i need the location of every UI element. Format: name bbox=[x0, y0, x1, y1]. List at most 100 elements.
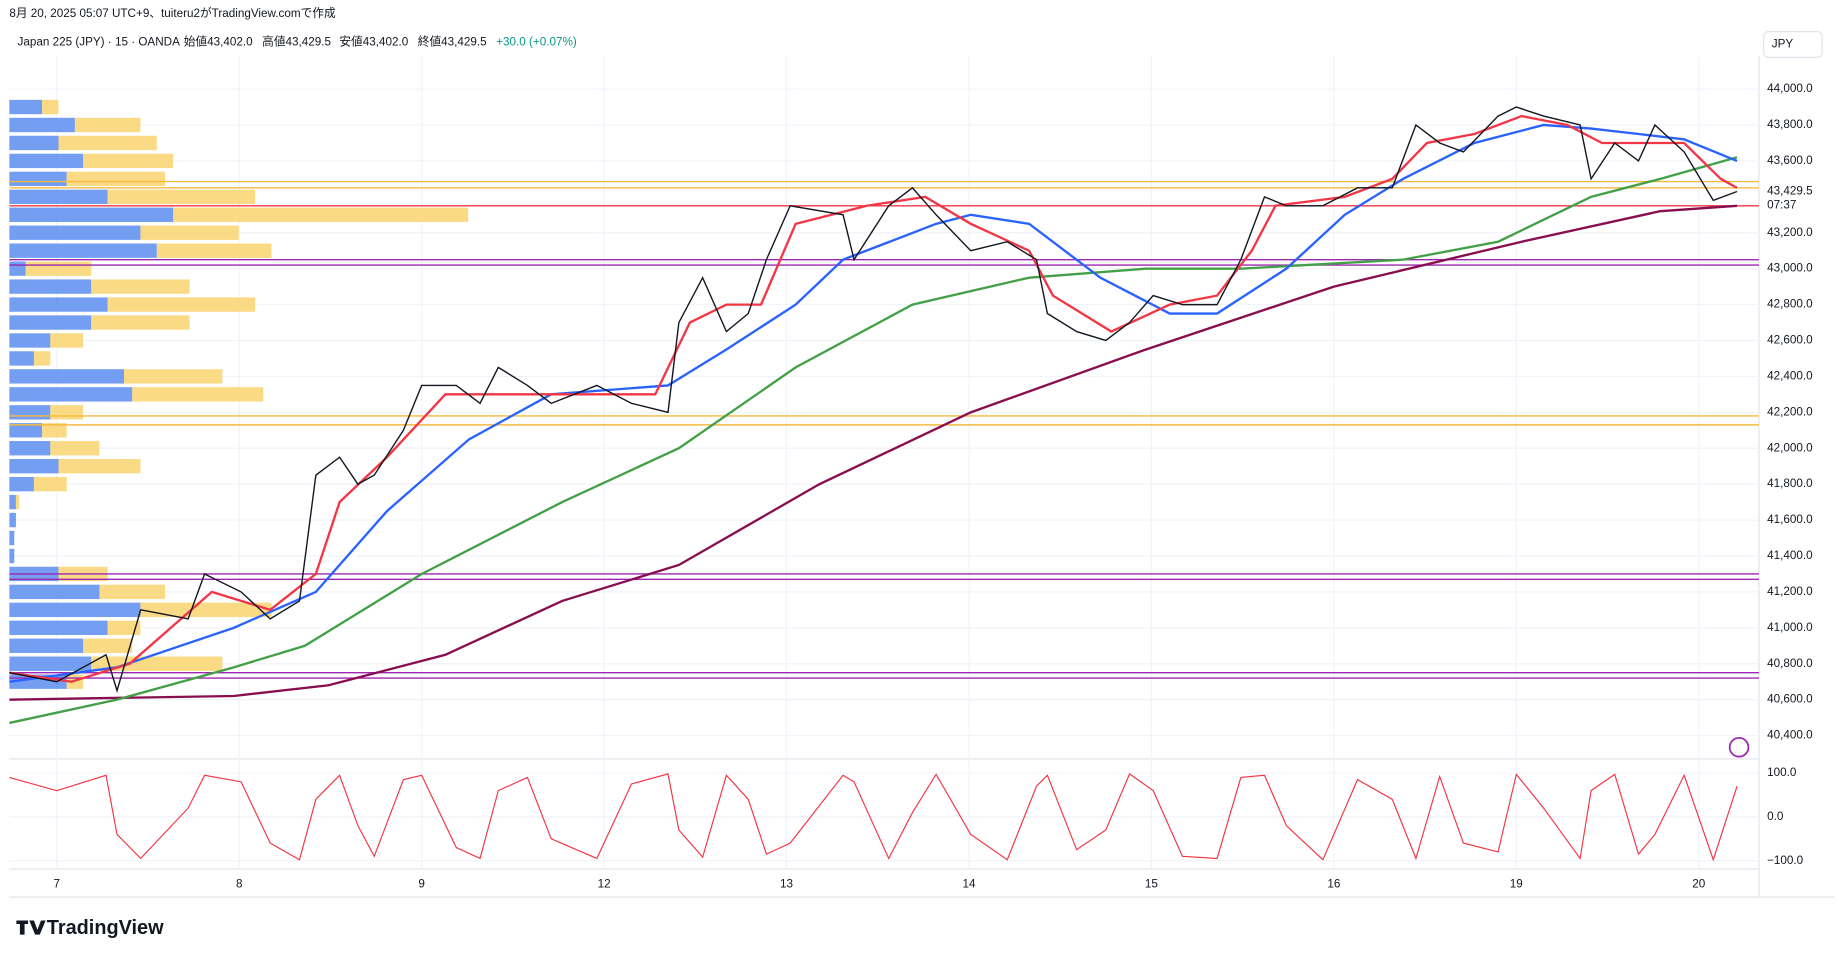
x-tick-label: 12 bbox=[598, 877, 611, 890]
volume-down bbox=[15, 494, 20, 510]
x-tick-label: 8 bbox=[236, 877, 243, 890]
y-tick-label: 42,400.0 bbox=[1767, 369, 1813, 382]
y-tick-label: 42,000.0 bbox=[1767, 441, 1813, 454]
volume-up bbox=[9, 315, 92, 330]
volume-down bbox=[83, 638, 133, 653]
volume-down bbox=[42, 99, 59, 115]
volume-up bbox=[9, 530, 15, 546]
x-tick-label: 20 bbox=[1692, 877, 1705, 890]
y-tick-label: 43,000.0 bbox=[1767, 262, 1813, 275]
volume-up bbox=[9, 656, 92, 671]
volume-up bbox=[9, 243, 157, 258]
x-tick-label: 16 bbox=[1327, 877, 1340, 890]
volume-down bbox=[140, 602, 272, 618]
y-tick-label: 41,000.0 bbox=[1767, 621, 1813, 634]
series-line bbox=[9, 204, 1738, 701]
volume-down bbox=[33, 476, 67, 492]
volume-up bbox=[9, 405, 51, 420]
volume-down bbox=[99, 584, 166, 600]
y-tick-label: 43,200.0 bbox=[1767, 226, 1813, 239]
currency-button[interactable] bbox=[1763, 31, 1823, 58]
osc-tick-label: 0.0 bbox=[1767, 810, 1784, 823]
high: 高値43,429.5 bbox=[262, 34, 331, 48]
x-tick-label: 13 bbox=[780, 877, 793, 890]
x-tick-label: 19 bbox=[1510, 877, 1523, 890]
volume-up bbox=[9, 261, 26, 276]
volume-up bbox=[9, 387, 133, 402]
y-tick-label: 40,600.0 bbox=[1767, 693, 1813, 706]
y-tick-label: 44,000.0 bbox=[1767, 82, 1813, 95]
y-tick-label: 41,800.0 bbox=[1767, 477, 1813, 490]
y-tick-label: 41,600.0 bbox=[1767, 513, 1813, 526]
volume-down bbox=[173, 207, 469, 222]
volume-up bbox=[9, 638, 84, 653]
volume-down bbox=[58, 135, 157, 151]
x-tick-label: 7 bbox=[54, 877, 61, 890]
logo-mark bbox=[16, 920, 46, 935]
y-tick-label: 43,600.0 bbox=[1767, 154, 1813, 167]
y-tick-label: 42,600.0 bbox=[1767, 334, 1813, 347]
volume-up bbox=[9, 423, 43, 438]
last-price: 43,429.5 bbox=[1767, 185, 1813, 198]
volume-down bbox=[74, 117, 141, 133]
volume-up bbox=[9, 476, 34, 492]
open: 始値43,402.0 bbox=[184, 34, 253, 48]
volume-down bbox=[33, 351, 51, 366]
volume-down bbox=[91, 315, 190, 330]
x-tick-label: 9 bbox=[418, 877, 425, 890]
volume-up bbox=[9, 117, 75, 133]
volume-up bbox=[9, 333, 51, 348]
y-tick-label: 42,800.0 bbox=[1767, 298, 1813, 311]
series-line bbox=[9, 106, 1738, 694]
volume-down bbox=[140, 225, 239, 240]
volume-up bbox=[9, 207, 174, 222]
y-tick-label: 40,400.0 bbox=[1767, 729, 1813, 742]
volume-up bbox=[9, 512, 16, 528]
volume-down bbox=[156, 243, 272, 258]
volume-down bbox=[25, 261, 92, 276]
oscillator-line bbox=[9, 772, 1738, 862]
y-tick-label: 40,800.0 bbox=[1767, 657, 1813, 670]
volume-down bbox=[83, 153, 174, 169]
series-line bbox=[9, 114, 1738, 683]
osc-tick-label: 100.0 bbox=[1767, 766, 1797, 779]
volume-up bbox=[9, 99, 43, 115]
volume-down bbox=[91, 279, 190, 294]
volume-down bbox=[50, 441, 100, 456]
volume-up bbox=[9, 153, 84, 169]
volume-up bbox=[9, 494, 16, 510]
volume-up bbox=[9, 584, 100, 600]
y-tick-label: 41,400.0 bbox=[1767, 549, 1813, 562]
logo: TradingView bbox=[47, 917, 164, 939]
y-tick-label: 41,200.0 bbox=[1767, 585, 1813, 598]
volume-up bbox=[9, 441, 51, 456]
volume-down bbox=[124, 369, 223, 384]
y-tick-label: 43,800.0 bbox=[1767, 118, 1813, 131]
volume-up bbox=[9, 369, 125, 384]
volume-up bbox=[9, 459, 59, 474]
alert-icon[interactable] bbox=[1728, 736, 1750, 758]
volume-down bbox=[58, 459, 141, 474]
volume-up bbox=[9, 189, 108, 205]
volume-up bbox=[9, 135, 59, 151]
series-line bbox=[9, 156, 1738, 725]
low: 安値43,402.0 bbox=[339, 34, 408, 48]
x-tick-label: 15 bbox=[1145, 877, 1158, 890]
currency[interactable]: JPY bbox=[1772, 38, 1794, 51]
volume-up bbox=[9, 602, 141, 618]
volume-up bbox=[9, 548, 15, 564]
volume-up bbox=[9, 620, 108, 635]
volume-down bbox=[66, 171, 166, 187]
volume-down bbox=[107, 297, 256, 312]
symbol: Japan 225 (JPY) · 15 · OANDA bbox=[18, 35, 181, 48]
volume-down bbox=[50, 405, 84, 420]
created-note: 8月 20, 2025 05:07 UTC+9、tuiteru2がTrading… bbox=[9, 6, 336, 20]
volume-down bbox=[50, 333, 84, 348]
volume-down bbox=[132, 387, 264, 402]
osc-tick-label: −100.0 bbox=[1767, 854, 1804, 867]
y-tick-label: 42,200.0 bbox=[1767, 405, 1813, 418]
volume-down bbox=[42, 423, 67, 438]
countdown: 07:37 bbox=[1767, 199, 1796, 212]
